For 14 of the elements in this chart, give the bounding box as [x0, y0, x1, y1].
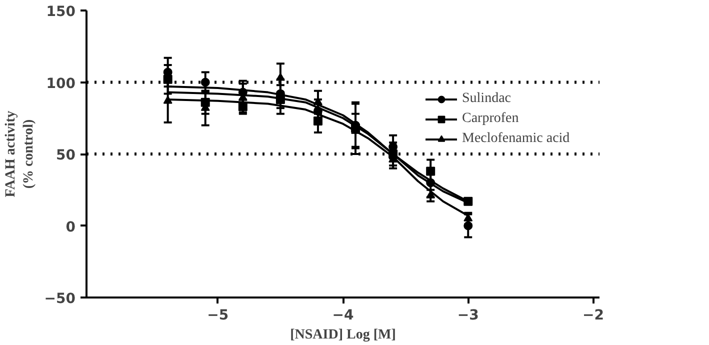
y-tick-label: 100	[46, 76, 76, 92]
y-tick-label: 0	[66, 219, 76, 236]
legend-label: Carprofen	[462, 111, 519, 127]
y-tick-label: 50	[56, 148, 76, 164]
x-axis-title: [NSAID] Log [M]	[290, 328, 396, 342]
y-axis-title: FAAH activity (% control)	[3, 110, 36, 198]
y-tick-label: 150	[46, 4, 76, 20]
legend-label: Meclofenamic acid	[462, 131, 570, 147]
x-tick-label: −5	[207, 308, 229, 324]
y-tick-label: −50	[44, 291, 76, 307]
x-tick-label: −3	[457, 308, 479, 324]
x-tick-label: −2	[582, 308, 604, 324]
legend-label: Sulindac	[462, 91, 511, 107]
x-tick-label: −4	[332, 308, 354, 324]
